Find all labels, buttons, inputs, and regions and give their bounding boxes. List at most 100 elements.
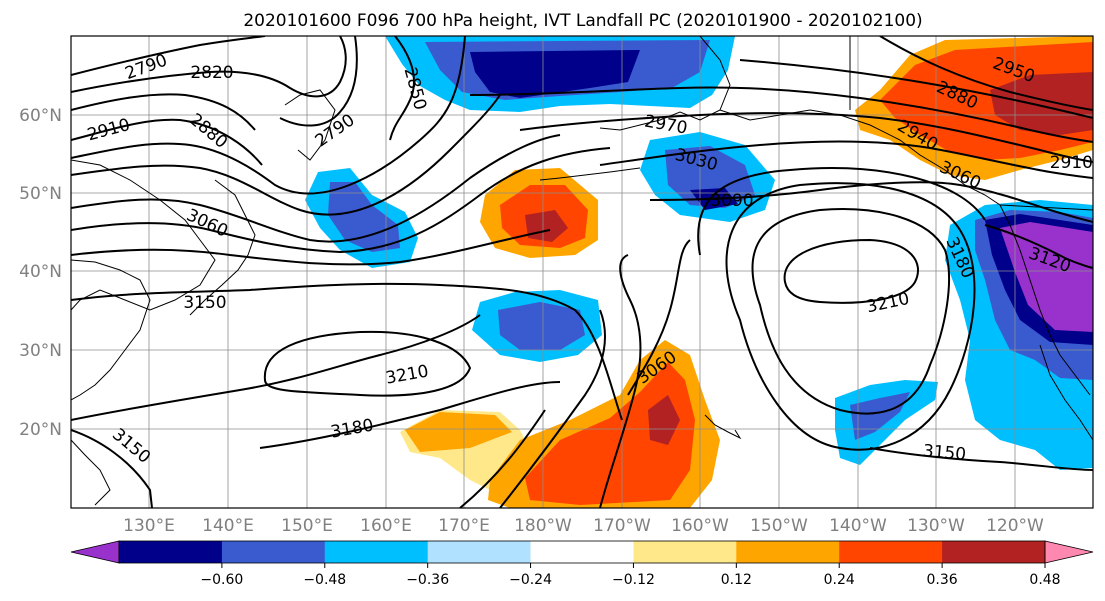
colorbar-swatch: [633, 541, 737, 563]
contour-2940: [469, 86, 1093, 143]
colorbar-extend-low: [70, 540, 120, 564]
contour-label: 3150: [183, 293, 226, 313]
shade-bering-navy: [470, 50, 640, 98]
contour-2790b: [279, 36, 358, 127]
coast-asia: [71, 159, 216, 311]
contour-ridge3: [459, 409, 546, 508]
contour-label: 3090: [710, 191, 753, 211]
lat-label: 40°N: [19, 262, 62, 282]
colorbar-swatch: [221, 541, 326, 563]
colorbar-tick-label: −0.60: [200, 572, 243, 588]
colorbar-tick-label: 0.48: [1029, 572, 1060, 588]
contour-3030: [599, 140, 1093, 179]
shade-plume-dred: [648, 395, 680, 445]
shade-coast-purple: [1000, 222, 1093, 332]
lon-label: 180°W: [514, 516, 572, 536]
contour-ridge1: [599, 254, 642, 508]
shade-goa-blue: [665, 146, 755, 208]
shade-subtrop-blue: [498, 302, 585, 350]
figure-title: 2020101600 F096 700 hPa height, IVT Land…: [243, 11, 922, 31]
contour-3210a: [263, 330, 472, 397]
shade-epac-blue: [850, 392, 910, 440]
contour-a1: [71, 36, 466, 195]
contour-a4: [71, 229, 551, 266]
contour-3180: [71, 314, 481, 421]
coast-na-west: [964, 184, 1091, 396]
contour-a3: [71, 147, 611, 254]
lon-label: 160°W: [671, 516, 729, 536]
colorbar-extend-high: [1044, 540, 1094, 564]
lon-label: 160°E: [360, 516, 412, 536]
lon-labels: 130°E 140°E 150°E 160°E 170°E 180°W 170°…: [123, 516, 1044, 536]
contour-label: 2910: [1050, 153, 1093, 173]
lat-label: 30°N: [19, 341, 62, 361]
colorbar-tick-label: 0.24: [824, 572, 855, 588]
colorbar-tick-label: −0.12: [612, 572, 655, 588]
colorbar-tick-label: −0.48: [303, 572, 346, 588]
colorbar-tick-label: 0.36: [927, 572, 958, 588]
lon-label: 130°E: [123, 516, 175, 536]
shade-plume-red: [525, 362, 695, 505]
coast-aleutians: [539, 167, 641, 181]
colorbar-swatch: [942, 541, 1046, 563]
contour-3120: [984, 224, 1093, 269]
contour-ridge2: [499, 309, 606, 508]
lon-label: 150°E: [281, 516, 333, 536]
contour-3180b: [259, 381, 561, 449]
contour-2880a: [71, 93, 256, 131]
contour-2910b: [739, 59, 1093, 119]
coastlines: [71, 36, 1093, 506]
contour-2970: [519, 112, 1093, 163]
coast-hawaii: [704, 414, 742, 440]
colorbar-swatch: [427, 541, 532, 563]
lon-label: 170°W: [593, 516, 651, 536]
lat-label: 60°N: [19, 106, 62, 126]
gridlines: [71, 36, 1093, 508]
contour-3150: [71, 282, 623, 421]
colorbar-tick-label: −0.36: [406, 572, 449, 588]
coast-baja: [1039, 344, 1093, 441]
contour-a2: [71, 94, 501, 216]
contour-3210b: [783, 238, 919, 304]
contour-label: 3150: [922, 441, 967, 465]
contour-3150c: [697, 167, 986, 256]
coast-kamchatka: [284, 89, 336, 161]
contour-2820: [71, 36, 347, 98]
coast-japan: [189, 179, 256, 316]
contour-3060a: [71, 134, 561, 243]
contour-2910: [71, 118, 263, 166]
height-contours: [71, 36, 1093, 508]
contour-label: 2820: [190, 63, 233, 83]
lon-label: 130°W: [907, 516, 965, 536]
contour-3150d: [869, 447, 1093, 471]
colorbar-swatch: [839, 541, 943, 563]
contour-closed2: [751, 208, 951, 415]
contour-3150b: [71, 429, 153, 508]
shade-plume-orange1: [405, 412, 512, 452]
coast-philippines: [71, 439, 111, 506]
colorbar: [70, 540, 1094, 564]
shade-japan-blue: [328, 182, 400, 252]
shade-ne-dred: [990, 72, 1093, 135]
lon-label: 170°E: [438, 516, 490, 536]
map-panel: 2790 2820 2910 2880 2790 2850 2970 3030 …: [71, 36, 1093, 508]
lon-label: 140°E: [202, 516, 254, 536]
colorbar-frame: [118, 540, 1046, 564]
lat-label: 50°N: [19, 184, 62, 204]
colorbar-swatch: [324, 541, 429, 563]
colorbar-swatch: [119, 541, 223, 563]
colorbar-tick-label: 0.12: [721, 572, 752, 588]
lon-label: 140°W: [829, 516, 887, 536]
lon-label: 150°W: [750, 516, 808, 536]
map-frame: [70, 35, 1094, 509]
lat-label: 20°N: [19, 420, 62, 440]
colorbar-swatch: [736, 541, 840, 563]
coast-korea-china: [71, 259, 151, 401]
contour-2850: [389, 36, 416, 141]
lat-labels: 60°N 50°N 40°N 30°N 20°N: [19, 106, 62, 440]
contour-3060b: [627, 239, 691, 396]
lon-label: 120°W: [986, 516, 1044, 536]
colorbar-tick-label: −0.24: [509, 572, 552, 588]
contour-2880b: [879, 36, 1093, 111]
